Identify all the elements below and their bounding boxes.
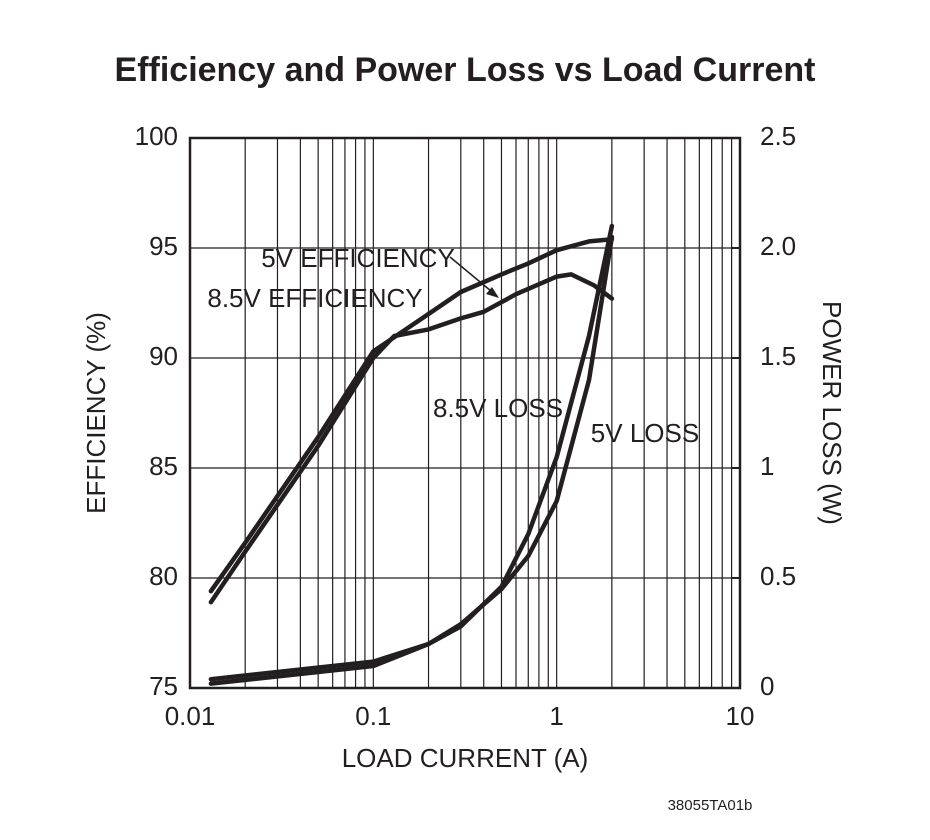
x-tick-label: 0.1 — [355, 701, 391, 731]
series-label: 5V EFFICIENCY — [261, 243, 455, 273]
x-tick-label: 1 — [549, 701, 563, 731]
series-line — [208, 272, 615, 605]
y2-tick-label: 0.5 — [760, 561, 796, 591]
arrow-head — [486, 287, 499, 298]
y-tick-label: 85 — [149, 451, 178, 481]
series-label: 8.5V EFFICIENCY — [207, 283, 422, 313]
series-label: 8.5V LOSS — [433, 393, 563, 423]
y2-axis-label: POWER LOSS (W) — [817, 301, 847, 525]
series-line — [208, 234, 615, 686]
y-tick-label: 80 — [149, 561, 178, 591]
x-tick-label: 0.01 — [165, 701, 216, 731]
series-line — [208, 236, 615, 594]
chart-title: Efficiency and Power Loss vs Load Curren… — [115, 51, 816, 89]
y-tick-label: 75 — [149, 671, 178, 701]
y2-tick-label: 2.0 — [760, 231, 796, 261]
y2-tick-label: 1 — [760, 451, 774, 481]
y2-tick-label: 0 — [760, 671, 774, 701]
y-axis-label: EFFICIENCY (%) — [81, 312, 111, 514]
y-tick-label: 95 — [149, 231, 178, 261]
series-label: 5V LOSS — [591, 418, 699, 448]
y2-tick-label: 2.5 — [760, 121, 796, 151]
y2-tick-label: 1.5 — [760, 341, 796, 371]
x-axis-label: LOAD CURRENT (A) — [342, 743, 589, 773]
y-tick-label: 100 — [135, 121, 178, 151]
y-tick-label: 90 — [149, 341, 178, 371]
annotation-arrow — [449, 256, 498, 297]
x-tick-label: 10 — [726, 701, 755, 731]
footnote: 38055TA01b — [668, 797, 753, 814]
